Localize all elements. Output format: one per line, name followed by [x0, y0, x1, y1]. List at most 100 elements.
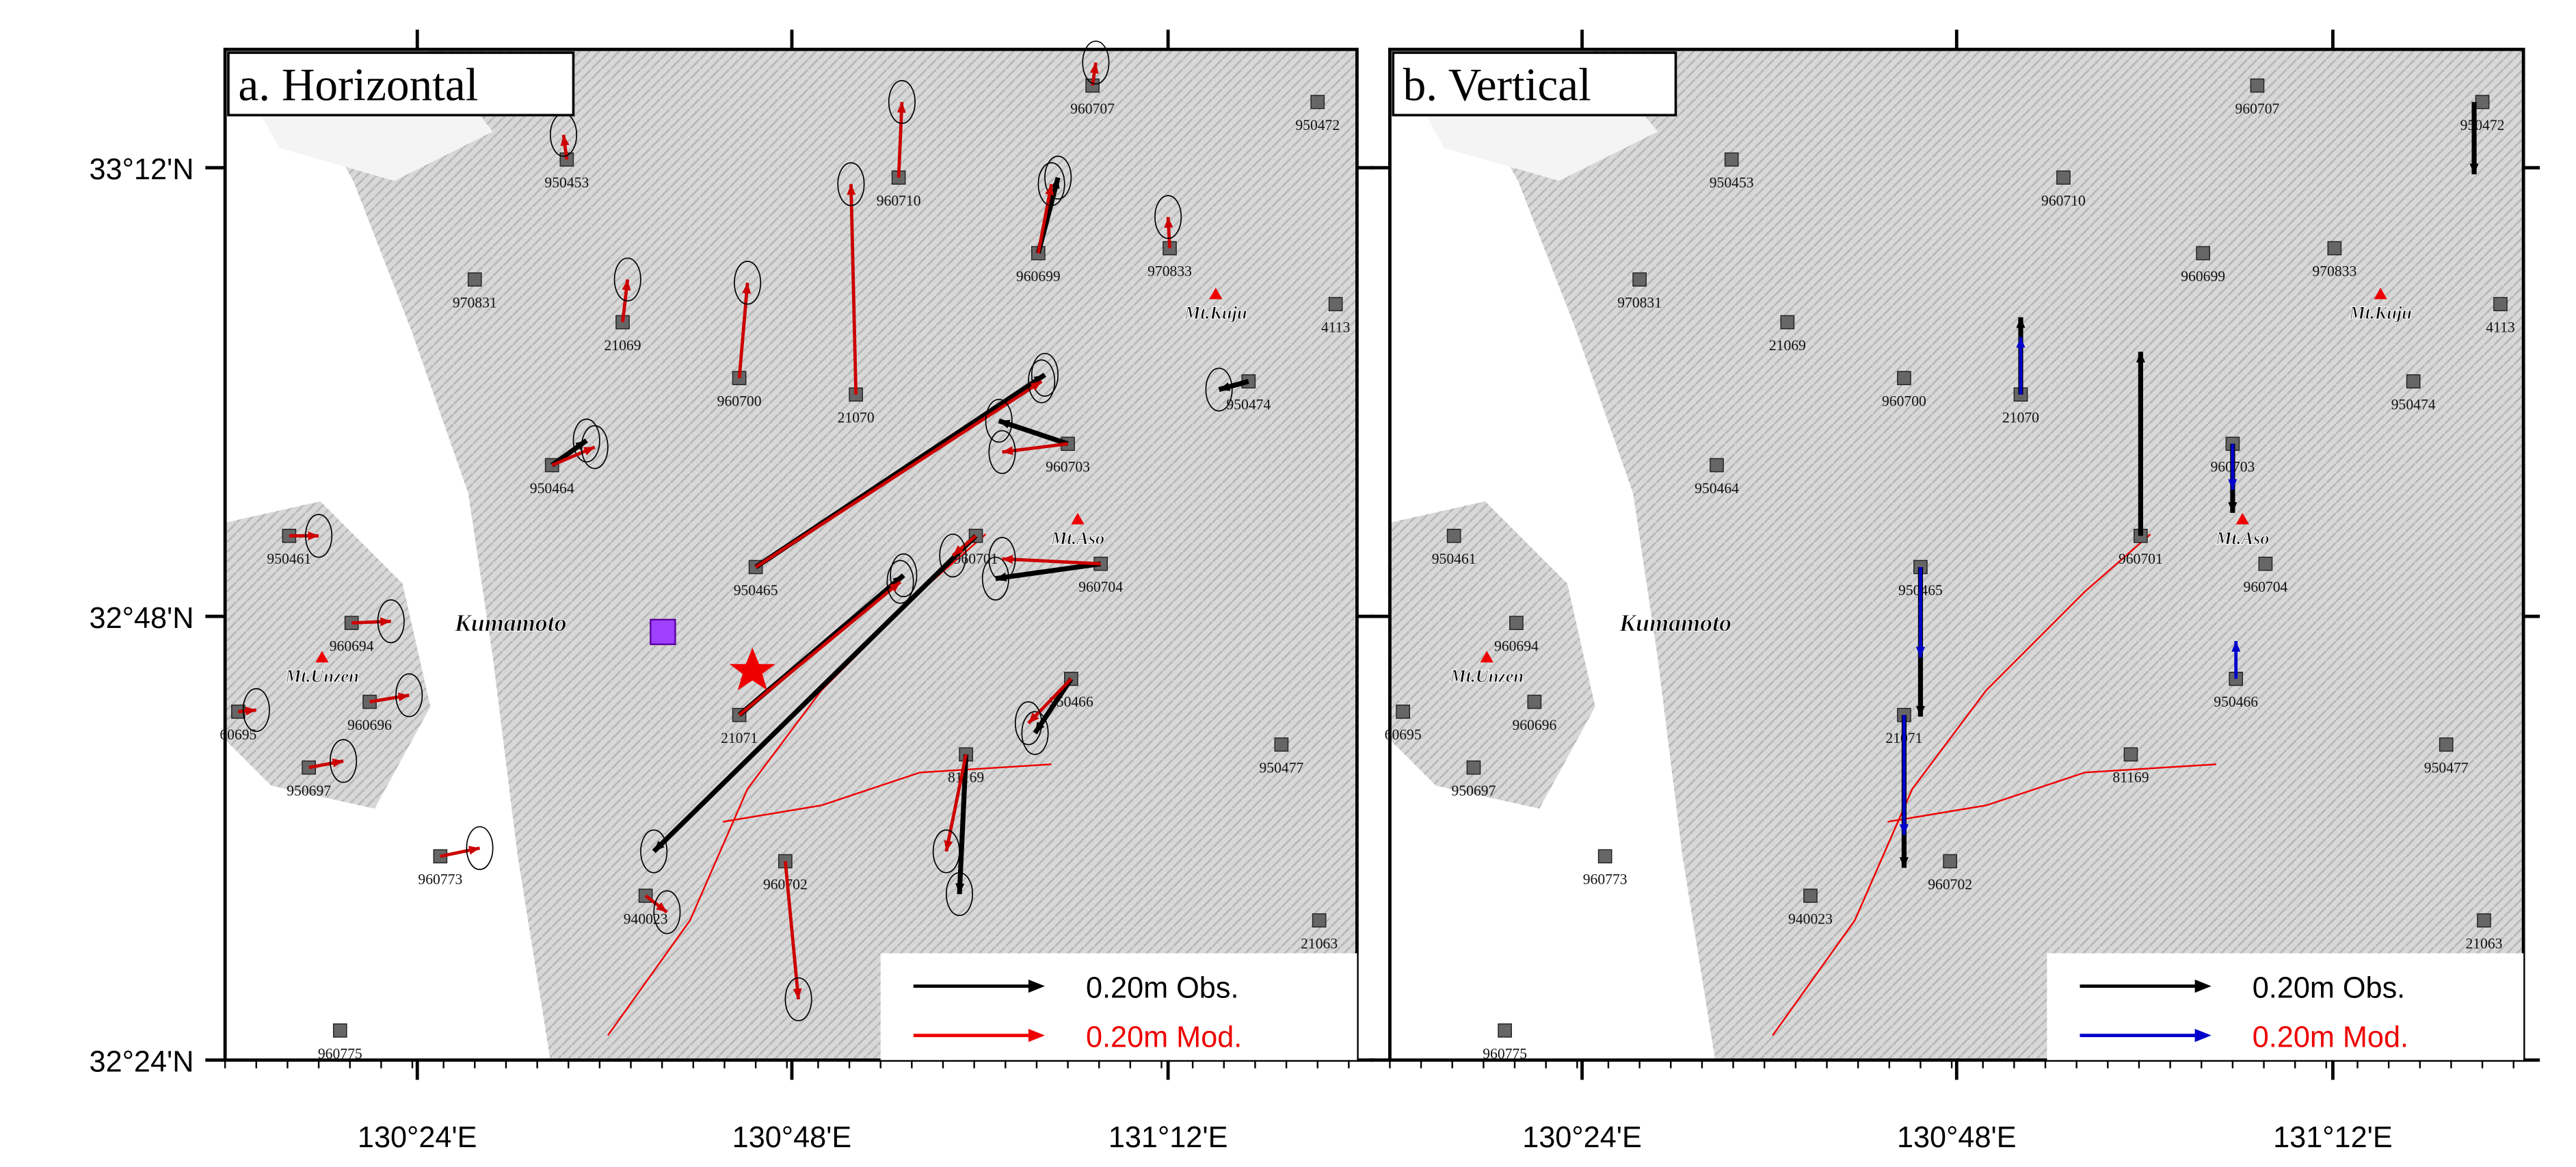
displacement-arrow: [652, 534, 978, 854]
station-label: 960696: [1512, 717, 1556, 733]
station-label: 950474: [1226, 396, 1271, 412]
legend-arrow-head: [2194, 1029, 2212, 1043]
gps-station: [2056, 170, 2071, 185]
station-label: 960710: [2041, 192, 2086, 209]
arrow-head: [1915, 706, 1925, 717]
station-label: 960773: [418, 871, 462, 888]
gps-station: [2258, 556, 2273, 571]
station-label: 960702: [1928, 876, 1972, 893]
arrow-head: [380, 617, 391, 627]
station-label: 960701: [2119, 551, 2163, 567]
fault: [1772, 534, 2151, 1036]
arrow-head: [998, 419, 1011, 429]
station-label: 960702: [763, 876, 808, 893]
arrow-head: [2231, 641, 2241, 652]
arrow-head: [1033, 374, 1045, 384]
gps-station: [1328, 297, 1343, 311]
place-label: Mt.Aso: [2215, 527, 2270, 548]
displacement-arrow: [738, 580, 902, 717]
displacement-arrow: [1036, 183, 1053, 254]
station-label: 950466: [2214, 694, 2258, 710]
legend-arrow-head: [1028, 1029, 1045, 1043]
station-label: 960703: [1046, 459, 1090, 475]
station-label: 950453: [544, 174, 589, 191]
gps-station: [1274, 737, 1289, 752]
displacement-arrow: [897, 101, 904, 178]
station-label: 960694: [1494, 638, 1539, 654]
error-ellipse: [572, 418, 600, 463]
station-label: 960707: [2235, 101, 2280, 117]
station-label: 960700: [1882, 393, 1926, 410]
gps-station: [1396, 705, 1411, 719]
title-box: [227, 51, 575, 117]
station-label: 950465: [734, 582, 778, 599]
arrow-head: [889, 581, 901, 592]
legend-box: [2047, 953, 2524, 1060]
displacement-arrow: [1002, 557, 1101, 566]
error-ellipse: [945, 871, 974, 917]
error-ellipse: [985, 399, 1013, 443]
error-ellipse: [988, 536, 1016, 581]
station-label: 21070: [838, 410, 875, 426]
lat-label: 33°12'N: [90, 153, 194, 186]
station-label: 950477: [2424, 759, 2469, 776]
arrow-head: [654, 841, 665, 852]
sea: [225, 49, 550, 1060]
arrow-head: [1089, 62, 1099, 74]
arrow-head: [2469, 163, 2479, 174]
arrow-head: [308, 531, 319, 540]
station-label: 21063: [1301, 935, 1338, 952]
displacement-arrow: [754, 380, 1043, 568]
error-ellipse: [640, 829, 668, 874]
gps-station: [1597, 849, 1612, 864]
arrow-head: [560, 135, 570, 146]
lat-label: 32°48'N: [90, 602, 194, 635]
gps-station: [1446, 528, 1461, 543]
station-label: 960699: [2181, 268, 2225, 285]
unzen-peninsula: [1390, 501, 1595, 809]
arrow-head: [2228, 502, 2238, 513]
gps-station: [1498, 1023, 1512, 1038]
gps-station: [1312, 913, 1327, 928]
station-label: 950697: [287, 783, 331, 799]
panel-title: b. Vertical: [1403, 60, 1591, 111]
displacement-arrow: [849, 184, 858, 395]
station-label: 950474: [2391, 396, 2436, 412]
error-ellipse: [784, 977, 812, 1021]
arrow-head: [1164, 217, 1173, 228]
error-ellipse: [1028, 359, 1056, 404]
arrow-head: [793, 988, 802, 999]
place-label: Mt.Unzen: [284, 666, 359, 686]
arrow-head: [995, 573, 1007, 582]
station-label: 970831: [453, 294, 497, 311]
arrow-head: [2016, 337, 2026, 348]
arrow-head: [1035, 722, 1045, 733]
station-label: 960710: [877, 192, 921, 209]
station-label: 950472: [2460, 117, 2505, 133]
gps-station: [1780, 315, 1795, 330]
arrow-head: [1899, 857, 1909, 868]
displacement-arrow: [995, 561, 1102, 581]
gps-station: [1710, 458, 1724, 473]
station-label: 21069: [1769, 337, 1806, 354]
city-marker: [650, 618, 676, 646]
error-ellipse: [1014, 701, 1042, 746]
station-label: 950477: [1259, 759, 1303, 776]
legend-box: [880, 953, 1357, 1060]
legend-label: 0.20m Obs.: [1086, 971, 1238, 1004]
unzen-peninsula: [225, 501, 431, 809]
arrow-head: [656, 902, 667, 913]
volcano: [1209, 287, 1223, 300]
error-ellipse: [939, 534, 967, 578]
error-ellipse: [395, 673, 423, 718]
gps-station: [1632, 272, 1647, 287]
error-ellipse: [466, 826, 494, 870]
error-ellipse: [1154, 195, 1182, 239]
arrow-head: [332, 758, 344, 768]
station-label: 960704: [2244, 579, 2288, 595]
arrow-head: [955, 883, 965, 895]
station-label: 950472: [1295, 117, 1340, 133]
displacement-arrow: [944, 754, 968, 852]
station-label: 21063: [2465, 935, 2502, 952]
lat-label: 32°24'N: [90, 1046, 194, 1079]
